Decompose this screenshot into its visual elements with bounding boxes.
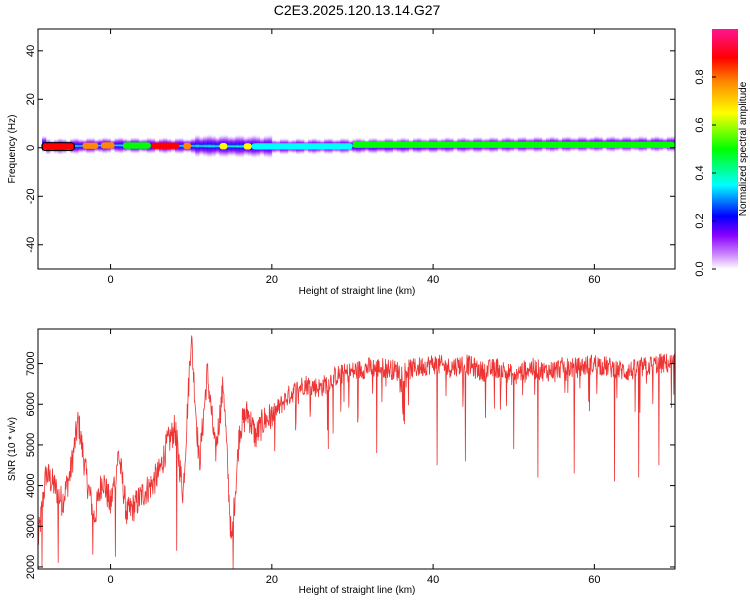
spectrogram-cell [114, 136, 120, 154]
colorbar-tick-label: 0.8 [694, 69, 706, 84]
spectrogram-frame [37, 28, 676, 270]
spectrogram-cell [203, 134, 208, 158]
colorbar-tick-label: 0.0 [694, 261, 706, 276]
x-tick-label: 60 [588, 574, 600, 586]
spectrogram-core [251, 143, 353, 150]
snr-plot-area [38, 335, 675, 569]
colorbar-tick-label: 0.6 [694, 117, 706, 132]
spectrogram-core [219, 143, 228, 150]
colorbar-ticks: 0.0 0.2 0.4 0.6 0.8 [694, 69, 716, 277]
spectrogram-x-label: Height of straight line (km) [299, 286, 416, 297]
snr-frame [37, 328, 676, 570]
spectrogram-cell [239, 133, 245, 159]
snr-series-line [38, 335, 675, 569]
x-tick-label: 0 [108, 274, 114, 286]
x-tick-label: 0 [108, 574, 114, 586]
spectrogram-cell [235, 133, 240, 159]
spectrogram-core [352, 141, 675, 148]
spectrogram-cell [98, 137, 103, 154]
spectrogram-y-ticks: 40 20 0 -20 -40 [25, 45, 675, 253]
colorbar-label: Normalized spectral amplitude [738, 81, 749, 216]
spectrogram-core [42, 143, 75, 150]
x-tick-label: 40 [427, 574, 439, 586]
spectrogram-core [183, 142, 192, 150]
spectrogram-cell [74, 136, 79, 156]
y-tick-label: -20 [25, 188, 37, 204]
x-tick-label: 60 [588, 274, 600, 286]
spectrogram-core [122, 142, 151, 149]
y-tick-label: 3000 [25, 514, 37, 538]
spectrogram-cell [231, 135, 236, 158]
spectrogram-cell [211, 134, 216, 159]
spectrogram-cell [199, 135, 204, 157]
x-tick-label: 40 [427, 274, 439, 286]
spectrogram-cell [207, 133, 212, 159]
colorbar-tick-label: 0.4 [694, 165, 706, 180]
y-tick-label: 7000 [25, 351, 37, 375]
spectrogram-cell [78, 138, 83, 154]
y-tick-label: -40 [25, 237, 37, 253]
y-tick-label: 5000 [25, 433, 37, 457]
spectrogram-cell [215, 135, 220, 157]
y-tick-label: 20 [25, 93, 37, 105]
spectrogram-y-label: Frequency (Hz) [7, 115, 18, 184]
colorbar-tick-label: 0.2 [694, 213, 706, 228]
spectrogram-cell [195, 133, 200, 159]
spectrogram-core [150, 142, 180, 149]
y-tick-label: 40 [25, 45, 37, 57]
spectrogram-core [100, 142, 115, 149]
spectrogram-core [243, 143, 252, 150]
spectrogram-core [82, 142, 99, 149]
y-tick-label: 4000 [25, 473, 37, 497]
spectrogram-panel: 0 20 40 60 40 20 0 -20 -40 Height of straight l… [7, 28, 676, 297]
y-tick-label: 0 [25, 145, 37, 151]
snr-y-label: SNR (10 * v/v) [7, 417, 18, 481]
snr-x-ticks: 0 20 40 60 [108, 329, 600, 586]
spectrogram-cell [179, 136, 184, 155]
snr-x-label: Height of straight line (km) [299, 585, 416, 596]
colorbar: 0.0 0.2 0.4 0.6 0.8 Normalized spectral ampl… [694, 29, 749, 277]
y-tick-label: 2000 [25, 555, 37, 579]
spectrogram-x-ticks: 0 20 40 60 [108, 29, 600, 286]
spectrogram-cell [191, 136, 196, 156]
snr-panel: 0 20 40 60 2000 3000 4000 5000 6000 7000 Height … [7, 328, 676, 596]
x-tick-label: 20 [266, 574, 278, 586]
spectrogram-cell [118, 136, 124, 155]
y-tick-label: 6000 [25, 392, 37, 416]
spectrogram-edge [41, 142, 75, 152]
x-tick-label: 20 [266, 274, 278, 286]
spectrogram-cell [227, 134, 232, 158]
colorbar-gradient [712, 29, 738, 269]
chart-title: C2E3.2025.120.13.14.G27 [274, 2, 441, 18]
snr-y-ticks: 2000 3000 4000 5000 6000 7000 [25, 351, 675, 579]
spectrogram-plot-area [41, 133, 675, 160]
